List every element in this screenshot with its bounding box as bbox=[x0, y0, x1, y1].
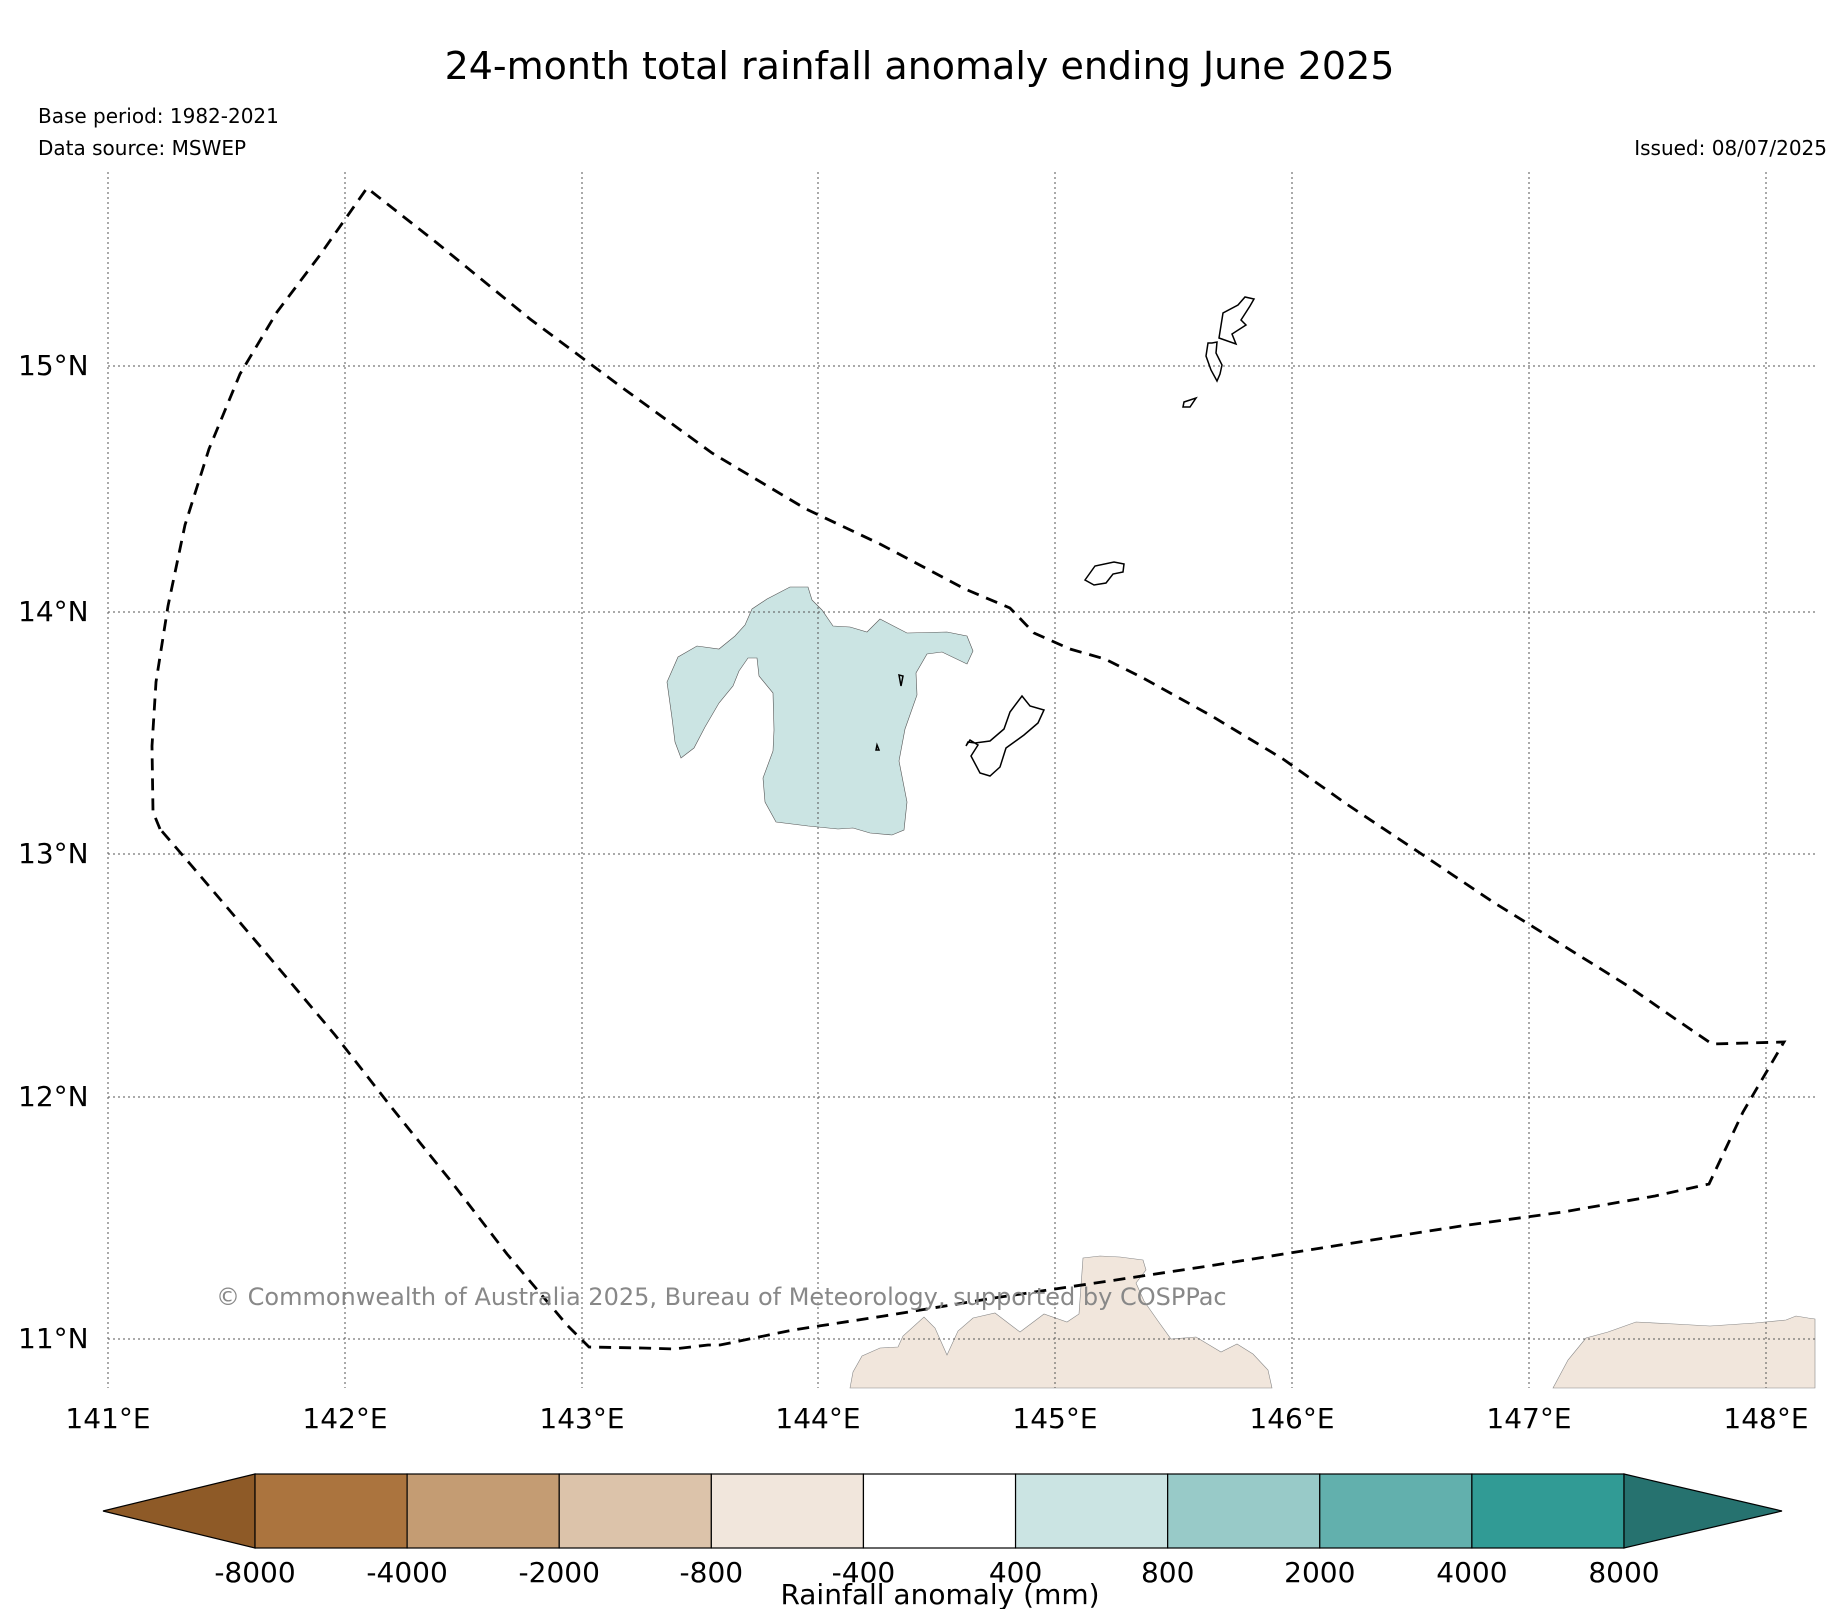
colorbar-bin bbox=[862, 1473, 1017, 1549]
island-saipan bbox=[1205, 341, 1223, 383]
base-period-text: Base period: 1982-2021 bbox=[38, 104, 279, 128]
colorbar-extend-high bbox=[1623, 1473, 1783, 1549]
colorbar-label: Rainfall anomaly (mm) bbox=[780, 1578, 1099, 1609]
colorbar-bin bbox=[558, 1473, 712, 1549]
lon-tick-144E: 144°E bbox=[775, 1402, 860, 1435]
lon-tick-141E: 141°E bbox=[65, 1402, 150, 1435]
lon-tick-146E: 146°E bbox=[1249, 1402, 1334, 1435]
map-gridlines bbox=[107, 172, 1815, 1388]
lat-tick-12N: 12°N bbox=[18, 1080, 89, 1113]
issued-date-text: Issued: 08/07/2025 bbox=[1634, 136, 1827, 160]
colorbar-tick-label: 8000 bbox=[1588, 1556, 1659, 1589]
lon-tick-147E: 147°E bbox=[1486, 1402, 1571, 1435]
island-dot-1 bbox=[898, 673, 904, 687]
latitude-tick-labels: 15°N 14°N 13°N 12°N 11°N bbox=[18, 349, 89, 1355]
colorbar-bin bbox=[710, 1473, 865, 1549]
lat-tick-15N: 15°N bbox=[18, 349, 89, 382]
eez-boundary bbox=[150, 185, 1787, 1351]
colorbar-tick-label: -8000 bbox=[214, 1556, 295, 1589]
lon-tick-143E: 143°E bbox=[539, 1402, 624, 1435]
colorbar-tick-label: -400 bbox=[832, 1556, 896, 1589]
lon-tick-145E: 145°E bbox=[1012, 1402, 1097, 1435]
island-outlines bbox=[875, 296, 1256, 777]
map-title: 24-month total rainfall anomaly ending J… bbox=[444, 44, 1395, 88]
colorbar-legend: -8000 -4000 -2000 -800 -400 400 800 2000 4000 800… bbox=[102, 1473, 1783, 1589]
colorbar-tick-label: 800 bbox=[1141, 1556, 1194, 1589]
lon-tick-142E: 142°E bbox=[302, 1402, 387, 1435]
lat-tick-14N: 14°N bbox=[18, 595, 89, 628]
lat-tick-13N: 13°N bbox=[18, 837, 89, 870]
island-dot-2 bbox=[875, 742, 881, 751]
negative-anomaly-region-east bbox=[1552, 1315, 1816, 1389]
colorbar-bin bbox=[1167, 1473, 1321, 1549]
longitude-tick-labels: 141°E 142°E 143°E 144°E 145°E 146°E 147°… bbox=[65, 1402, 1808, 1435]
colorbar-extend-low bbox=[102, 1473, 256, 1549]
colorbar-tick-label: 2000 bbox=[1284, 1556, 1355, 1589]
colorbar-bin bbox=[254, 1473, 408, 1549]
colorbar-tick-label: -2000 bbox=[519, 1556, 600, 1589]
map-panel: © Commonwealth of Australia 2025, Bureau… bbox=[107, 172, 1816, 1389]
colorbar-bin bbox=[406, 1473, 560, 1549]
data-source-text: Data source: MSWEP bbox=[38, 136, 247, 160]
island-farallon bbox=[1218, 296, 1256, 346]
negative-anomaly-region bbox=[849, 1255, 1273, 1389]
colorbar-tick-label: 4000 bbox=[1436, 1556, 1507, 1589]
lat-tick-11N: 11°N bbox=[18, 1322, 89, 1355]
island-guam bbox=[965, 694, 1046, 777]
island-tinian bbox=[1182, 396, 1198, 408]
colorbar-bin bbox=[1471, 1473, 1625, 1549]
island-rota bbox=[1083, 561, 1125, 586]
copyright-text: © Commonwealth of Australia 2025, Bureau… bbox=[216, 1283, 1227, 1311]
colorbar-bin bbox=[1014, 1473, 1169, 1549]
colorbar-tick-label: -4000 bbox=[366, 1556, 447, 1589]
colorbar-tick-label: -800 bbox=[680, 1556, 744, 1589]
lon-tick-148E: 148°E bbox=[1723, 1402, 1808, 1435]
positive-anomaly-region bbox=[666, 586, 974, 836]
colorbar-bin bbox=[1319, 1473, 1473, 1549]
colorbar-tick-label: 400 bbox=[989, 1556, 1042, 1589]
